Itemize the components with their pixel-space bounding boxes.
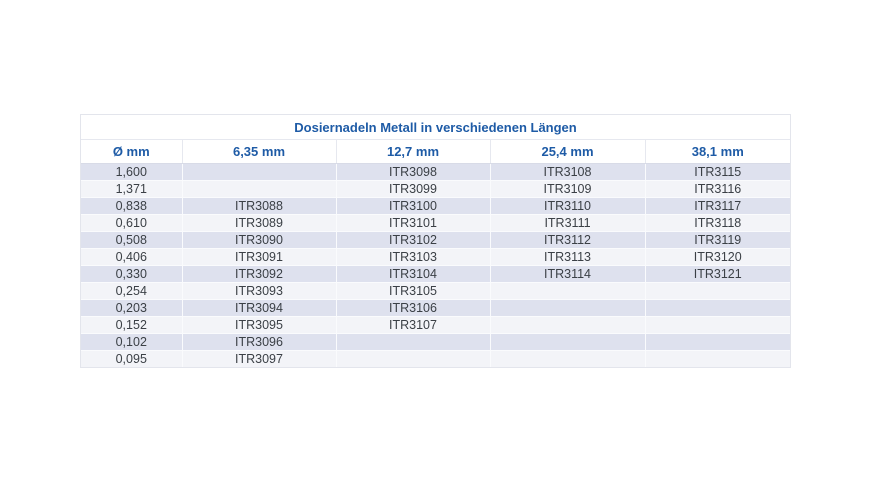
table-cell: ITR3094 — [182, 299, 337, 317]
table-cell: 0,838 — [81, 197, 183, 215]
table-cell: ITR3110 — [490, 197, 646, 215]
table-cell: ITR3089 — [182, 214, 337, 232]
col-header-length-6-35: 6,35 mm — [182, 140, 337, 164]
table-cell: ITR3107 — [336, 316, 491, 334]
table-title: Dosiernadeln Metall in verschiedenen Län… — [81, 115, 790, 140]
table-row: 0,330 ITR3092 ITR3104 ITR3114 ITR3121 — [81, 265, 790, 283]
table-cell — [336, 350, 491, 367]
header-row: Ø mm 6,35 mm 12,7 mm 25,4 mm 38,1 mm — [81, 140, 790, 164]
table-cell — [645, 350, 790, 367]
table-row: 0,152 ITR3095 ITR3107 — [81, 316, 790, 334]
table-row: 0,102 ITR3096 — [81, 333, 790, 351]
table-cell: ITR3096 — [182, 333, 337, 351]
table-cell: ITR3115 — [645, 163, 790, 181]
table-body: 1,600 ITR3098 ITR3108 ITR3115 1,371 ITR3099 IT… — [81, 163, 790, 367]
table-cell — [490, 350, 646, 367]
table-cell: ITR3098 — [336, 163, 491, 181]
table-cell: ITR3119 — [645, 231, 790, 249]
table-row: 0,838 ITR3088 ITR3100 ITR3110 ITR3117 — [81, 197, 790, 215]
table-cell: 0,254 — [81, 282, 183, 300]
table-cell — [490, 316, 646, 334]
table-cell — [182, 163, 337, 181]
table-cell: ITR3118 — [645, 214, 790, 232]
table-cell — [645, 333, 790, 351]
col-header-length-38-1: 38,1 mm — [645, 140, 790, 164]
table-row: 1,600 ITR3098 ITR3108 ITR3115 — [81, 163, 790, 181]
table-cell — [645, 299, 790, 317]
table-cell: ITR3117 — [645, 197, 790, 215]
table-cell: 0,330 — [81, 265, 183, 283]
table-row: 0,406 ITR3091 ITR3103 ITR3113 ITR3120 — [81, 248, 790, 266]
table-cell: 0,610 — [81, 214, 183, 232]
table-cell: 0,203 — [81, 299, 183, 317]
table-cell: 1,600 — [81, 163, 183, 181]
table-row: 0,508 ITR3090 ITR3102 ITR3112 ITR3119 — [81, 231, 790, 249]
needle-lengths-table: Ø mm 6,35 mm 12,7 mm 25,4 mm 38,1 mm 1,6… — [81, 140, 790, 367]
table-cell: 0,095 — [81, 350, 183, 367]
table-cell: 0,152 — [81, 316, 183, 334]
table-cell: ITR3112 — [490, 231, 646, 249]
table-cell: ITR3103 — [336, 248, 491, 266]
table-header: Ø mm 6,35 mm 12,7 mm 25,4 mm 38,1 mm — [81, 140, 790, 164]
table-cell: ITR3116 — [645, 180, 790, 198]
table-cell: ITR3108 — [490, 163, 646, 181]
table-cell — [490, 299, 646, 317]
table-cell: ITR3105 — [336, 282, 491, 300]
table-cell — [336, 333, 491, 351]
table-cell: ITR3095 — [182, 316, 337, 334]
table-cell: ITR3104 — [336, 265, 491, 283]
table-cell — [182, 180, 337, 198]
table-cell: 0,102 — [81, 333, 183, 351]
table-cell: ITR3092 — [182, 265, 337, 283]
table-cell: ITR3114 — [490, 265, 646, 283]
table-cell: ITR3120 — [645, 248, 790, 266]
table-cell — [490, 333, 646, 351]
table-cell: 0,508 — [81, 231, 183, 249]
table-cell: ITR3099 — [336, 180, 491, 198]
table-cell: ITR3101 — [336, 214, 491, 232]
table-cell: ITR3121 — [645, 265, 790, 283]
table-cell — [645, 282, 790, 300]
table-cell — [490, 282, 646, 300]
table-row: 0,254 ITR3093 ITR3105 — [81, 282, 790, 300]
table-cell — [645, 316, 790, 334]
col-header-diameter: Ø mm — [81, 140, 183, 164]
table-row: 0,095 ITR3097 — [81, 350, 790, 367]
col-header-length-25-4: 25,4 mm — [490, 140, 646, 164]
table-cell: ITR3088 — [182, 197, 337, 215]
col-header-length-12-7: 12,7 mm — [336, 140, 491, 164]
table-cell: ITR3093 — [182, 282, 337, 300]
table-row: 0,203 ITR3094 ITR3106 — [81, 299, 790, 317]
table-cell: 1,371 — [81, 180, 183, 198]
table-row: 0,610 ITR3089 ITR3101 ITR3111 ITR3118 — [81, 214, 790, 232]
table-cell: ITR3111 — [490, 214, 646, 232]
table-cell: ITR3102 — [336, 231, 491, 249]
table-cell: ITR3090 — [182, 231, 337, 249]
table-row: 1,371 ITR3099 ITR3109 ITR3116 — [81, 180, 790, 198]
table-cell: ITR3097 — [182, 350, 337, 367]
table-cell: ITR3113 — [490, 248, 646, 266]
table-cell: ITR3109 — [490, 180, 646, 198]
table-cell: ITR3091 — [182, 248, 337, 266]
table-cell: ITR3100 — [336, 197, 491, 215]
table-cell: ITR3106 — [336, 299, 491, 317]
dosing-needles-table-card: Dosiernadeln Metall in verschiedenen Län… — [80, 114, 791, 368]
table-cell: 0,406 — [81, 248, 183, 266]
